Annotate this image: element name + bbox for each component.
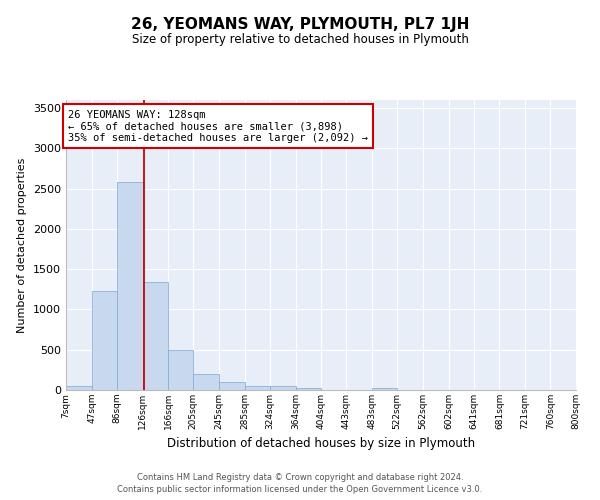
Bar: [66, 386, 92, 390]
Text: Contains HM Land Registry data © Crown copyright and database right 2024.: Contains HM Land Registry data © Crown c…: [137, 472, 463, 482]
Bar: [193, 374, 219, 390]
Bar: [270, 386, 296, 390]
Text: Contains public sector information licensed under the Open Government Licence v3: Contains public sector information licen…: [118, 485, 482, 494]
Text: 26, YEOMANS WAY, PLYMOUTH, PL7 1JH: 26, YEOMANS WAY, PLYMOUTH, PL7 1JH: [131, 18, 469, 32]
Bar: [296, 388, 322, 390]
Y-axis label: Number of detached properties: Number of detached properties: [17, 158, 28, 332]
Bar: [372, 388, 397, 390]
Bar: [143, 282, 168, 390]
Text: 26 YEOMANS WAY: 128sqm
← 65% of detached houses are smaller (3,898)
35% of semi-: 26 YEOMANS WAY: 128sqm ← 65% of detached…: [68, 110, 368, 143]
Bar: [117, 182, 143, 390]
Text: Size of property relative to detached houses in Plymouth: Size of property relative to detached ho…: [131, 32, 469, 46]
Text: Distribution of detached houses by size in Plymouth: Distribution of detached houses by size …: [167, 438, 475, 450]
Bar: [168, 350, 193, 390]
Bar: [245, 386, 270, 390]
Bar: [219, 382, 245, 390]
Bar: [92, 291, 117, 390]
